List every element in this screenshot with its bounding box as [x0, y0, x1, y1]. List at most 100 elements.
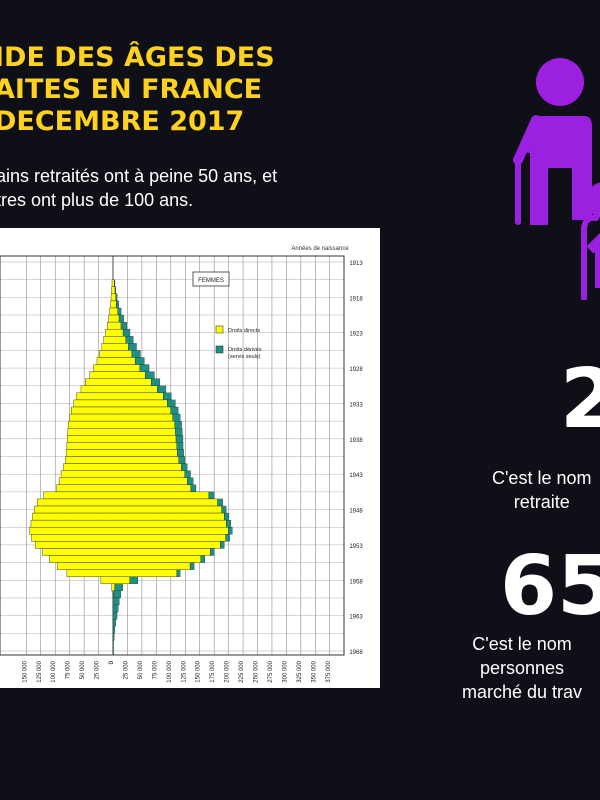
legend-label-derived: Droits dérivés — [228, 347, 262, 353]
bar-derived-1917 — [114, 286, 117, 294]
x-tick-label-left: 125 000 — [37, 660, 43, 682]
bar-direct-1945 — [56, 484, 191, 493]
bar-derived-1925 — [128, 343, 137, 351]
bar-direct-1946 — [43, 491, 210, 500]
stat-1-caption: C'est le nom retraite — [492, 466, 591, 514]
bar-derived-1968 — [112, 647, 114, 655]
x-tick-label-right: 50 000 — [138, 660, 144, 679]
bar-derived-1966 — [112, 633, 115, 641]
subtitle: ains retraités ont à peine 50 ans, et tr… — [0, 164, 341, 212]
bar-direct-1923 — [105, 328, 124, 337]
x-tick-label-right: 125 000 — [181, 660, 187, 682]
bar-derived-1919 — [116, 300, 119, 309]
bar-direct-1925 — [101, 343, 129, 351]
panel-label: FEMMES — [198, 278, 224, 284]
x-tick-label-left: 150 000 — [22, 660, 28, 682]
bar-direct-1934 — [71, 406, 171, 415]
bar-direct-1919 — [110, 300, 117, 309]
bar-derived-1950 — [226, 520, 232, 528]
bar-direct-1931 — [80, 385, 158, 394]
stat-1-caption-line-1: C'est le nom — [492, 468, 592, 488]
x-tick-label-right: 75 000 — [152, 660, 158, 679]
bar-derived-1932 — [163, 392, 172, 401]
title-line-2: AITES EN FRANCE — [0, 74, 263, 105]
plot-frame — [0, 255, 345, 656]
bar-derived-1947 — [217, 498, 223, 507]
bar-direct-1929 — [89, 371, 146, 379]
x-tick-label-right: 350 000 — [311, 660, 317, 682]
bar-derived-1937 — [175, 428, 183, 436]
bar-direct-1957 — [66, 569, 177, 577]
bar-direct-1927 — [96, 357, 136, 365]
subtitle-line-2: tres ont plus de 100 ans. — [0, 190, 194, 210]
year-tick-label: 1938 — [349, 438, 363, 444]
title-line-1: IDE DES ÂGES DES — [0, 42, 275, 73]
stat-2-caption: C'est le nom personnes marché du trav — [462, 632, 582, 704]
bar-derived-1951 — [228, 527, 233, 535]
title-line-3: DECEMBRE 2017 — [0, 106, 245, 137]
bar-derived-1952 — [225, 534, 230, 542]
bar-direct-1943 — [60, 470, 185, 478]
elderly-person-with-cane-icon — [513, 58, 600, 300]
x-tick-label-right: 200 000 — [225, 660, 231, 682]
stat-1-caption-line-2: retraite — [513, 492, 570, 512]
bar-derived-1949 — [224, 512, 230, 521]
bar-direct-1938 — [67, 435, 177, 443]
bar-derived-1964 — [112, 619, 117, 627]
bar-direct-1924 — [103, 336, 126, 344]
bar-derived-1924 — [125, 336, 134, 344]
bar-direct-1944 — [58, 477, 188, 485]
legend-swatch-direct — [215, 325, 224, 334]
bar-direct-1926 — [99, 350, 132, 358]
x-tick-label-right: 0 — [109, 660, 115, 664]
bar-derived-1943 — [184, 470, 191, 478]
bar-derived-1938 — [175, 435, 184, 443]
bar-derived-1955 — [200, 555, 206, 563]
bar-direct-1948 — [34, 505, 222, 514]
bar-derived-1960 — [113, 590, 121, 599]
bar-derived-1927 — [134, 357, 145, 365]
year-tick-label: 1963 — [349, 615, 363, 621]
x-tick-label-right: 300 000 — [282, 660, 288, 682]
bar-derived-1945 — [190, 484, 197, 493]
bar-derived-1940 — [177, 449, 184, 457]
bar-derived-1957 — [176, 569, 181, 577]
x-tick-label-right: 175 000 — [210, 660, 216, 682]
bar-direct-1933 — [73, 399, 168, 408]
year-tick-label: 1968 — [349, 650, 363, 656]
bar-direct-1921 — [108, 314, 120, 323]
bar-direct-1949 — [32, 512, 225, 521]
bar-derived-1942 — [181, 463, 188, 471]
bar-direct-1916 — [111, 279, 115, 287]
bar-derived-1936 — [174, 420, 182, 429]
x-tick-label-right: 325 000 — [297, 660, 303, 682]
year-tick-label: 1918 — [349, 296, 363, 302]
pyramid-svg: 1913 1918 1923 1928 1933 1938 1943 1948 1953 1958… — [0, 246, 363, 683]
bar-derived-1967 — [112, 640, 114, 648]
bar-direct-1932 — [76, 392, 164, 401]
stat-1-value: 2 — [560, 352, 600, 447]
x-tick-label-left: 50 000 — [80, 660, 86, 679]
bar-direct-1954 — [42, 548, 211, 556]
bar-direct-1958 — [100, 576, 130, 585]
x-tick-label-right: 150 000 — [196, 660, 202, 682]
page-title: IDE DES ÂGES DES AITES EN FRANCE DECEMBR… — [0, 42, 334, 138]
bar-direct-1947 — [37, 498, 218, 507]
bar-derived-1933 — [167, 399, 176, 408]
bar-derived-1921 — [118, 314, 124, 323]
subtitle-line-1: ains retraités ont à peine 50 ans, et — [0, 166, 278, 186]
bar-derived-1963 — [112, 611, 118, 620]
year-tick-label: 1913 — [349, 261, 363, 267]
bar-derived-1931 — [157, 385, 167, 393]
year-tick-label: 1923 — [349, 332, 363, 338]
bar-direct-1922 — [106, 321, 122, 330]
year-tick-label: 1953 — [349, 544, 363, 550]
bar-derived-1918 — [115, 293, 118, 302]
bar-derived-1929 — [145, 371, 155, 379]
year-tick-label: 1958 — [349, 579, 363, 585]
bar-derived-1965 — [112, 626, 115, 634]
bar-derived-1926 — [131, 350, 141, 358]
bar-derived-1920 — [117, 307, 122, 316]
stat-2-caption-line-3: marché du trav — [462, 682, 583, 702]
bar-direct-1937 — [67, 428, 176, 436]
